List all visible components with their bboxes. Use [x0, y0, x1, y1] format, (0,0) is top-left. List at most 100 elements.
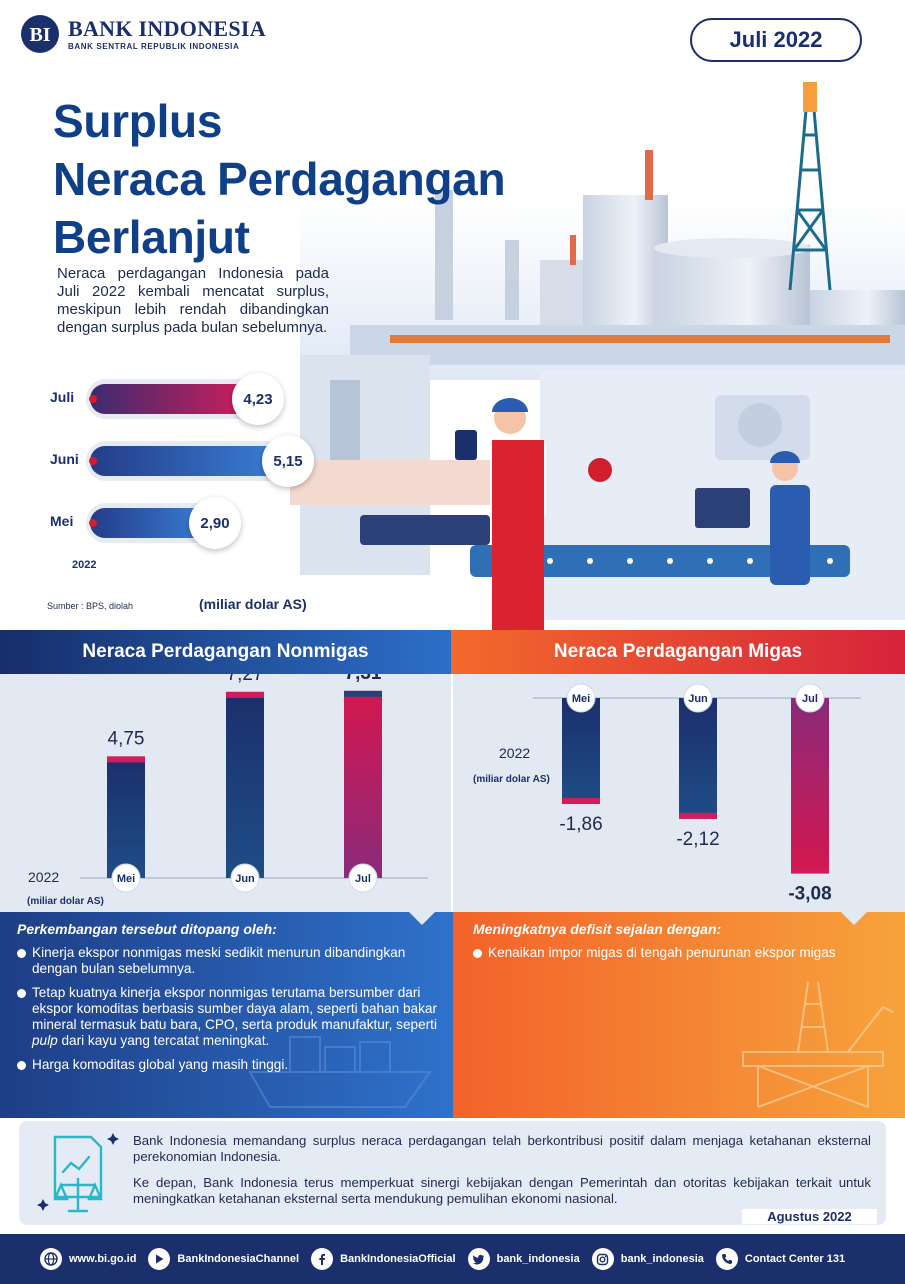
month-marker [111, 863, 141, 893]
hbar-row: Mei 2,90 [50, 497, 290, 549]
footer-label: BankIndonesiaChannel [177, 1253, 300, 1265]
footer-label: bank_indonesia [496, 1253, 580, 1265]
bar [344, 690, 382, 878]
month-marker [795, 683, 825, 713]
oil-rig-outline-icon [742, 981, 894, 1108]
hbar-value-bubble: 2,90 [189, 497, 241, 549]
hbar-track [86, 441, 290, 481]
footer-twitter[interactable]: bank_indonesia [467, 1248, 580, 1270]
hbar-category-label: Juni [50, 451, 79, 467]
bar-value-label: -2,12 [676, 829, 719, 850]
bar-value-label: 4,75 [108, 728, 145, 749]
month-label: Mei [572, 693, 590, 705]
bar-value-label: 7,27 [227, 674, 264, 685]
nonmigas-bar-chart: 4,75 Mei 7,27 Jun 7,31 Jul 2022 (miliar dolar A… [27, 674, 428, 907]
document-scale-icon [37, 1133, 119, 1213]
bar [226, 691, 264, 878]
bar [562, 698, 600, 805]
footer-label: Contact Center 131 [744, 1253, 846, 1265]
bar-cap [344, 690, 382, 697]
drivers-panel: Perkembangan tersebut ditopang oleh: Kin… [0, 912, 453, 1118]
intro-text: Neraca perdagangan Indonesia pada Juli 2… [57, 265, 329, 336]
bar [791, 698, 829, 874]
ship-outline-icon [248, 1036, 432, 1108]
list-item: Tetap kuatnya kinerja ekspor nonmigas te… [17, 985, 449, 1049]
publication-date: Agustus 2022 [742, 1209, 877, 1224]
month-marker [683, 683, 713, 713]
footer-bar: www.bi.go.id BankIndonesiaChannel BankIn… [0, 1234, 905, 1284]
deficit-title: Meningkatnya defisit sejalan dengan: [473, 921, 722, 937]
twitter-icon [467, 1248, 490, 1270]
bar-value-label: 7,31 [345, 674, 382, 684]
unit-label: (miliar dolar AS) [199, 596, 307, 612]
chart-year-label: 2022 [72, 559, 97, 571]
month-label: Jun [235, 873, 255, 885]
deficit-list: Kenaikan impor migas di tengah penurunan… [473, 945, 905, 969]
footer-label: www.bi.go.id [69, 1253, 137, 1265]
footer-contact-center[interactable]: Contact Center 131 [715, 1248, 846, 1270]
hbar-row: Juni 5,15 [50, 435, 314, 487]
conclusion-paragraph-2: Ke depan, Bank Indonesia terus memperkua… [133, 1175, 871, 1206]
chart-unit-label: (miliar dolar AS) [473, 774, 550, 785]
bar-cap [226, 691, 264, 698]
hbar-dot [89, 457, 97, 465]
deficit-panel: Meningkatnya defisit sejalan dengan: Ken… [453, 912, 905, 1118]
bar-cap [107, 756, 145, 763]
svg-text:BI: BI [29, 24, 50, 46]
phone-icon [715, 1248, 738, 1270]
month-label: Mei [117, 873, 135, 885]
migas-bar-chart: -1,86 Mei -2,12 Jun -3,08 Jul 2022 (miliar dola… [473, 683, 861, 905]
brand-subtitle: BANK SENTRAL REPUBLIK INDONESIA [68, 41, 240, 51]
month-marker [230, 863, 260, 893]
footer-youtube[interactable]: BankIndonesiaChannel [148, 1248, 299, 1270]
list-item: Kenaikan impor migas di tengah penurunan… [473, 945, 905, 961]
notch-decoration [840, 912, 868, 925]
chart-year-label: 2022 [499, 745, 530, 761]
hbar-fill [90, 446, 282, 476]
hbar-value-bubble: 5,15 [262, 435, 314, 487]
bar-cap [562, 798, 600, 805]
list-item: Harga komoditas global yang masih tinggi… [17, 1057, 449, 1073]
conclusion-box: Bank Indonesia memandang surplus neraca … [19, 1121, 886, 1225]
period-badge: Juli 2022 [690, 18, 862, 62]
globe-icon [40, 1248, 62, 1270]
chart-unit-label: (miliar dolar AS) [27, 896, 104, 907]
migas-header: Neraca Perdagangan Migas [451, 630, 905, 674]
footer-website[interactable]: www.bi.go.id [40, 1248, 136, 1270]
hbar-row: Juli 4,23 [50, 373, 290, 425]
month-marker [348, 863, 378, 893]
drivers-list: Kinerja ekspor nonmigas meski sedikit me… [17, 945, 449, 1081]
title-line: Neraca Perdagangan [53, 153, 506, 205]
bar [107, 756, 145, 878]
migas-chart-panel: -1,86 Mei -2,12 Jun -3,08 Jul 2022 (miliar dola… [453, 674, 905, 912]
hero-section: BI BANK INDONESIA BANK SENTRAL REPUBLIK … [0, 0, 905, 630]
source-note: Sumber : BPS, diolah [47, 601, 134, 611]
hbar-category-label: Mei [50, 513, 74, 529]
footer-facebook[interactable]: BankIndonesiaOfficial [311, 1248, 456, 1270]
month-marker [566, 683, 596, 713]
bar-cap [679, 812, 717, 819]
bar-value-label: -1,86 [559, 814, 602, 835]
bar-value-label: -3,08 [788, 884, 831, 905]
hbar-dot [89, 519, 97, 527]
hbar-category-label: Juli [50, 389, 75, 405]
drivers-title: Perkembangan tersebut ditopang oleh: [17, 921, 277, 937]
instagram-icon [591, 1248, 614, 1270]
footer-label: BankIndonesiaOfficial [340, 1253, 456, 1265]
notch-decoration [408, 912, 436, 925]
hbar-fill [90, 384, 252, 414]
play-icon [148, 1248, 171, 1270]
facebook-icon [311, 1248, 334, 1270]
page-title: Surplus Neraca Perdagangan Berlanjut [53, 92, 506, 266]
nonmigas-header: Neraca Perdagangan Nonmigas [0, 630, 451, 674]
month-label: Jun [688, 693, 708, 705]
hbar-value-bubble: 4,23 [232, 373, 284, 425]
bar-cap [791, 867, 829, 874]
brand-name: BANK INDONESIA [68, 15, 266, 41]
footer-instagram[interactable]: bank_indonesia [591, 1248, 704, 1270]
bank-indonesia-logo: BI BANK INDONESIA BANK SENTRAL REPUBLIK … [20, 14, 266, 54]
conclusion-paragraph-1: Bank Indonesia memandang surplus neraca … [133, 1133, 871, 1164]
chart-year-label: 2022 [28, 869, 59, 885]
month-label: Jul [802, 693, 818, 705]
emphasis-text: pulp [32, 1033, 58, 1048]
